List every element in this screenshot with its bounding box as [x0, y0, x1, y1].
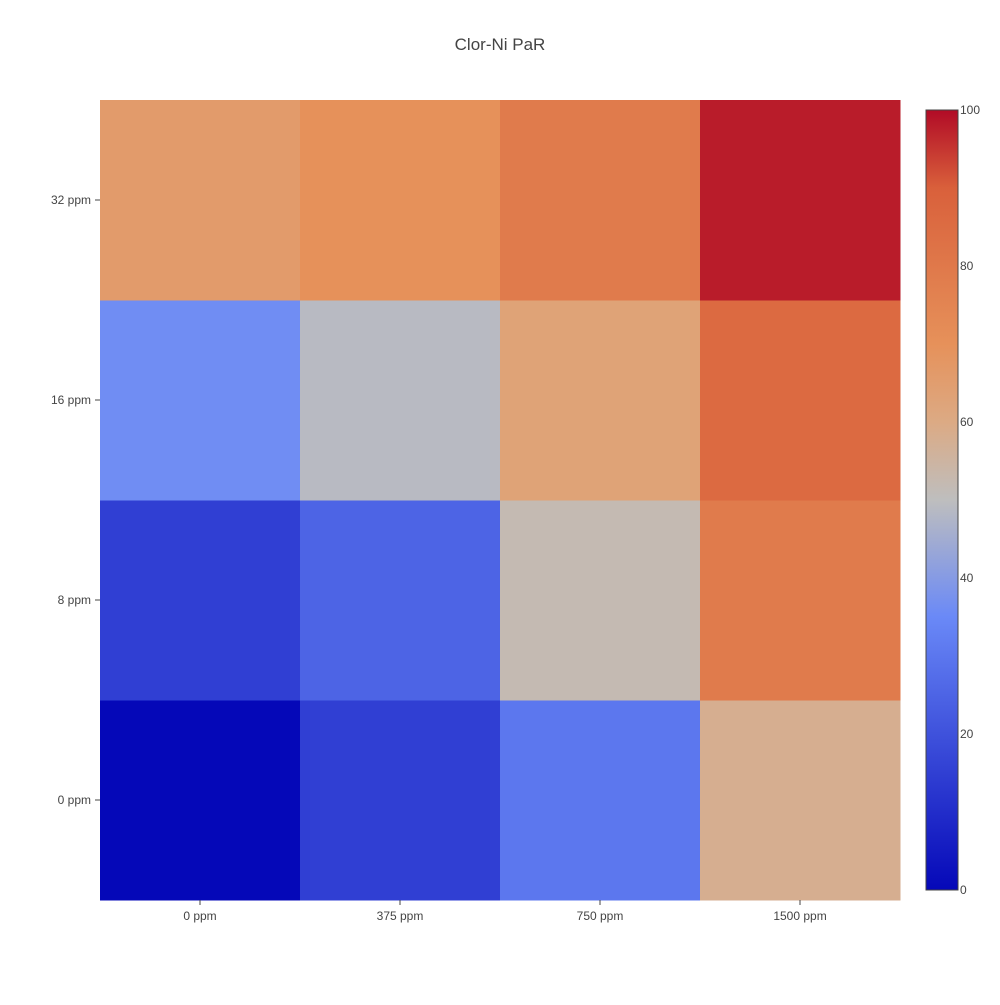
heatmap-cell [100, 100, 301, 301]
heatmap-cell [300, 100, 501, 301]
heatmap-cell [500, 700, 701, 901]
heatmap-cell [300, 300, 501, 501]
x-axis: 0 ppm 375 ppm 750 ppm 1500 ppm [183, 900, 827, 923]
heatmap-cell [300, 700, 501, 901]
heatmap-cell [500, 500, 701, 701]
heatmap-cell [500, 300, 701, 501]
heatmap-cell [500, 100, 701, 301]
heatmap-cell [700, 100, 901, 301]
heatmap-cell [100, 500, 301, 701]
colorbar-gradient [926, 110, 958, 890]
y-tick-label: 32 ppm [51, 193, 91, 207]
colorbar-tick-label: 20 [960, 727, 974, 741]
heatmap-cell [700, 300, 901, 501]
chart-title: Clor-Ni PaR [455, 35, 546, 54]
x-tick-label: 0 ppm [183, 909, 216, 923]
y-axis: 0 ppm 8 ppm 16 ppm 32 ppm [51, 193, 100, 807]
heatmap-cell [300, 500, 501, 701]
x-tick-label: 1500 ppm [773, 909, 826, 923]
heatmap-cell [700, 500, 901, 701]
colorbar: 0 20 40 60 80 100 [925, 103, 980, 897]
colorbar-tick-label: 40 [960, 571, 974, 585]
colorbar-tick-label: 60 [960, 415, 974, 429]
colorbar-outline [925, 109, 959, 891]
y-tick-label: 16 ppm [51, 393, 91, 407]
colorbar-tick-label: 0 [960, 883, 967, 897]
x-tick-label: 375 ppm [377, 909, 424, 923]
heatmap-cell [100, 300, 301, 501]
x-tick-label: 750 ppm [577, 909, 624, 923]
colorbar-ticks: 0 20 40 60 80 100 [960, 103, 980, 897]
y-tick-label: 0 ppm [58, 793, 91, 807]
colorbar-tick-label: 80 [960, 259, 974, 273]
heatmap-cell [100, 700, 301, 901]
heatmap-cells [100, 100, 901, 901]
heatmap-cell [700, 700, 901, 901]
colorbar-tick-label: 100 [960, 103, 980, 117]
y-tick-label: 8 ppm [58, 593, 91, 607]
